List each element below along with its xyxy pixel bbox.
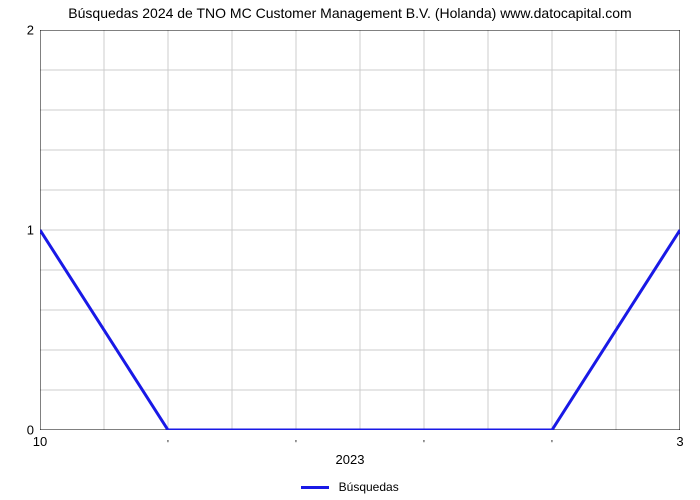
y-tick-label: 1 — [27, 223, 34, 238]
x-tick-label: 3 — [676, 434, 683, 449]
legend: Búsquedas — [0, 480, 700, 494]
x-axis-label: 2023 — [0, 452, 700, 467]
y-tick-label: 2 — [27, 23, 34, 38]
chart-container: Búsquedas 2024 de TNO MC Customer Manage… — [0, 0, 700, 500]
x-tick-label: 10 — [33, 434, 47, 449]
x-minor-tick: ' — [551, 439, 553, 450]
legend-label: Búsquedas — [339, 480, 399, 494]
plot-area — [40, 30, 680, 430]
x-minor-tick: ' — [167, 439, 169, 450]
chart-title: Búsquedas 2024 de TNO MC Customer Manage… — [0, 5, 700, 21]
plot-svg — [40, 30, 680, 430]
x-minor-tick: ' — [295, 439, 297, 450]
x-minor-tick: ' — [423, 439, 425, 450]
legend-swatch — [301, 486, 329, 489]
